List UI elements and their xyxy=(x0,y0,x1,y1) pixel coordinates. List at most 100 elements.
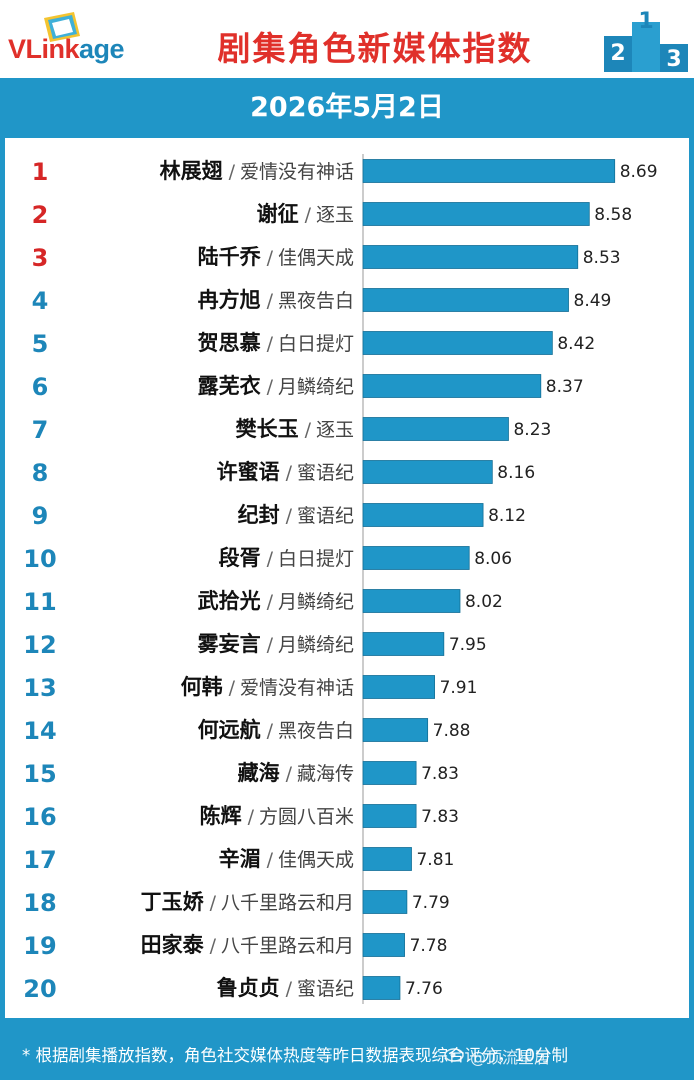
character-name: 林展翅 xyxy=(160,159,223,183)
row-label: 贺思慕 / 白日提灯 xyxy=(198,331,354,355)
bar xyxy=(362,718,429,742)
separator: / xyxy=(267,849,274,871)
row-label: 武拾光 / 月鳞绮纪 xyxy=(198,589,354,613)
bar xyxy=(362,675,435,699)
row-label: 雾妄言 / 月鳞绮纪 xyxy=(198,632,354,656)
chart-row: 6 露芜衣 / 月鳞绮纪 8.37 xyxy=(32,373,584,401)
bar xyxy=(362,632,445,656)
row-label: 丁玉娇 / 八千里路云和月 xyxy=(141,890,354,914)
separator: / xyxy=(267,290,274,312)
drama-name: 黑夜告白 xyxy=(278,290,354,312)
character-name: 冉方旭 xyxy=(198,288,261,312)
header: VLinkage 剧集角色新媒体指数 2 1 3 xyxy=(0,0,694,78)
value-label: 8.42 xyxy=(557,334,595,354)
svg-text:2: 2 xyxy=(610,41,625,66)
separator: / xyxy=(267,634,274,656)
character-name: 何远航 xyxy=(198,718,261,742)
character-name: 纪封 xyxy=(238,503,280,527)
character-name: 丁玉娇 xyxy=(141,890,205,914)
drama-name: 月鳞绮纪 xyxy=(278,634,354,656)
row-label: 纪封 / 蜜语纪 xyxy=(238,503,354,527)
drama-name: 蜜语纪 xyxy=(297,505,354,527)
separator: / xyxy=(210,935,217,957)
bar xyxy=(362,933,405,957)
bar xyxy=(362,460,493,484)
separator: / xyxy=(267,376,274,398)
chart-row: 11 武拾光 / 月鳞绮纪 8.02 xyxy=(23,588,503,616)
character-name: 陆千乔 xyxy=(198,245,262,269)
vlinkage-logo: VLinkage xyxy=(8,10,158,70)
chart-rows: 1 林展翅 / 爱情没有神话 8.692 谢征 / 逐玉 8.583 陆千乔 / 佳偶天成 8.534 冉… xyxy=(23,158,657,1003)
bar xyxy=(362,589,461,613)
bar xyxy=(362,503,484,527)
rank-label: 11 xyxy=(23,588,56,616)
value-label: 8.23 xyxy=(513,420,551,440)
drama-name: 爱情没有神话 xyxy=(240,677,354,699)
drama-name: 藏海传 xyxy=(297,763,354,785)
chart-row: 1 林展翅 / 爱情没有神话 8.69 xyxy=(32,158,658,186)
character-name: 藏海 xyxy=(238,761,280,785)
weibo-icon xyxy=(444,1048,464,1062)
value-label: 8.06 xyxy=(474,549,512,569)
bar xyxy=(362,331,553,355)
rank-label: 2 xyxy=(32,201,49,229)
ranking-chart: 1 林展翅 / 爱情没有神话 8.692 谢征 / 逐玉 8.583 陆千乔 / 佳偶天成 8.534 冉… xyxy=(23,154,658,1004)
value-label: 7.83 xyxy=(421,764,459,784)
logo-text: VLinkage xyxy=(8,34,125,65)
drama-name: 蜜语纪 xyxy=(297,462,354,484)
row-label: 林展翅 / 爱情没有神话 xyxy=(160,159,354,183)
bar xyxy=(362,288,569,312)
bar xyxy=(362,847,412,871)
separator: / xyxy=(267,333,274,355)
separator: / xyxy=(305,204,312,226)
drama-name: 八千里路云和月 xyxy=(221,935,354,957)
rank-label: 18 xyxy=(23,889,56,917)
value-label: 8.12 xyxy=(488,506,526,526)
separator: / xyxy=(267,247,274,269)
chart-row: 4 冉方旭 / 黑夜告白 8.49 xyxy=(32,287,612,315)
rank-label: 10 xyxy=(23,545,56,573)
separator: / xyxy=(267,720,274,742)
podium-icon: 2 1 3 xyxy=(604,9,688,72)
value-label: 7.78 xyxy=(410,936,448,956)
watermark: @顶流星居 xyxy=(470,1048,551,1067)
bar xyxy=(362,804,417,828)
chart-row: 19 田家泰 / 八千里路云和月 7.78 xyxy=(23,932,447,960)
chart-row: 8 许蜜语 / 蜜语纪 8.16 xyxy=(32,459,536,487)
value-label: 8.53 xyxy=(583,248,621,268)
rank-label: 3 xyxy=(32,244,49,272)
value-label: 7.83 xyxy=(421,807,459,827)
separator: / xyxy=(286,763,293,785)
value-label: 7.76 xyxy=(405,979,443,999)
frame-right xyxy=(689,138,694,1018)
chart-row: 3 陆千乔 / 佳偶天成 8.53 xyxy=(32,244,621,272)
value-label: 8.16 xyxy=(497,463,535,483)
drama-name: 月鳞绮纪 xyxy=(278,591,354,613)
rank-label: 20 xyxy=(23,975,56,1003)
chart-row: 20 鲁贞贞 / 蜜语纪 7.76 xyxy=(23,975,443,1003)
chart-row: 10 段胥 / 白日提灯 8.06 xyxy=(23,545,512,573)
value-label: 7.91 xyxy=(440,678,478,698)
value-label: 7.81 xyxy=(416,850,454,870)
rank-label: 8 xyxy=(32,459,49,487)
row-label: 樊长玉 / 逐玉 xyxy=(236,417,354,441)
chart-row: 17 辛湄 / 佳偶天成 7.81 xyxy=(23,846,454,874)
drama-name: 佳偶天成 xyxy=(278,247,354,269)
row-label: 田家泰 / 八千里路云和月 xyxy=(141,933,354,957)
page-title: 剧集角色新媒体指数 xyxy=(217,29,533,68)
character-name: 田家泰 xyxy=(141,933,205,957)
drama-name: 佳偶天成 xyxy=(278,849,354,871)
row-label: 许蜜语 / 蜜语纪 xyxy=(217,460,354,484)
character-name: 雾妄言 xyxy=(198,632,261,656)
row-label: 谢征 / 逐玉 xyxy=(257,202,354,226)
drama-name: 白日提灯 xyxy=(278,548,354,570)
row-label: 陈辉 / 方圆八百米 xyxy=(200,804,354,828)
value-label: 8.58 xyxy=(594,205,632,225)
character-name: 辛湄 xyxy=(219,847,261,871)
rank-label: 13 xyxy=(23,674,56,702)
row-label: 陆千乔 / 佳偶天成 xyxy=(198,245,354,269)
row-label: 何远航 / 黑夜告白 xyxy=(198,718,354,742)
rank-label: 14 xyxy=(23,717,56,745)
row-label: 鲁贞贞 / 蜜语纪 xyxy=(217,976,354,1000)
separator: / xyxy=(229,161,236,183)
